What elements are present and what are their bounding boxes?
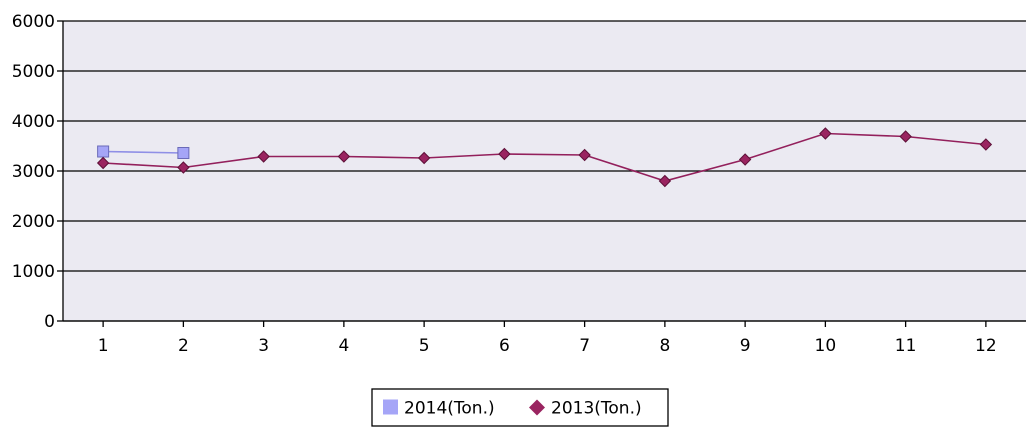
y-tick-label: 4000 <box>12 112 55 132</box>
legend-label: 2014(Ton.) <box>404 399 495 419</box>
data-point <box>417 151 431 165</box>
x-tick-label: 6 <box>499 336 510 356</box>
axes <box>62 21 1026 327</box>
y-tick-label: 1000 <box>12 262 55 282</box>
data-point <box>96 156 110 170</box>
y-tick-label: 5000 <box>12 62 55 82</box>
x-tick-label: 9 <box>740 336 751 356</box>
data-point <box>97 145 110 158</box>
data-point <box>979 138 993 151</box>
data-point <box>819 127 832 140</box>
x-tick-label: 5 <box>419 336 430 356</box>
legend-swatch <box>383 399 398 415</box>
legend: 2014(Ton.) 2013(Ton.) <box>371 388 669 427</box>
data-point <box>578 148 591 162</box>
y-tick-label: 6000 <box>12 12 55 32</box>
data-point <box>738 153 752 166</box>
x-tick-label: 12 <box>975 336 997 356</box>
x-tick-label: 11 <box>895 336 917 356</box>
y-tick-label: 2000 <box>12 212 55 232</box>
x-tick-label: 7 <box>579 336 590 356</box>
data-point <box>337 150 351 163</box>
legend-box <box>371 388 669 427</box>
x-tick-label: 3 <box>258 336 269 356</box>
y-tick-labels: 0 1000 2000 3000 4000 5000 6000 <box>12 12 55 332</box>
legend-label: 2013(Ton.) <box>551 399 642 419</box>
data-point <box>177 147 190 159</box>
data-point <box>899 130 912 143</box>
x-tick-label: 2 <box>178 336 189 356</box>
y-tick-label: 0 <box>44 312 55 332</box>
series <box>96 127 993 188</box>
x-tick-label: 10 <box>815 336 837 356</box>
x-tick-label: 1 <box>98 336 109 356</box>
series-2013(Ton.) <box>96 127 993 188</box>
series-line <box>103 150 184 154</box>
data-point <box>257 150 270 163</box>
legend-swatch <box>529 399 545 416</box>
x-tick-label: 8 <box>659 336 670 356</box>
series-line <box>103 132 986 182</box>
y-tick-label: 3000 <box>12 162 55 182</box>
data-point <box>658 174 672 188</box>
x-tick-labels: 1 2 3 4 5 6 7 8 9 10 11 12 <box>98 336 997 356</box>
x-tick-label: 4 <box>338 336 349 356</box>
data-point <box>498 147 511 161</box>
data-point <box>177 161 190 174</box>
